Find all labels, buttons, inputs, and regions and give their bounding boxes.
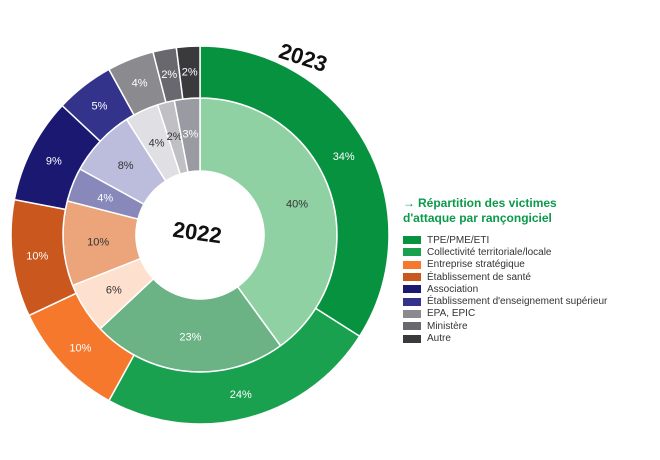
legend-item: Établissement de santé (403, 271, 653, 283)
legend-label: Collectivité territoriale/locale (427, 246, 552, 258)
slice-label-2023-8: 2% (161, 69, 177, 81)
slice-label-2023-7: 4% (132, 78, 148, 90)
slice-label-2022-6: 8% (118, 160, 134, 172)
slice-label-2023-5: 9% (46, 156, 62, 168)
legend-swatch (403, 260, 421, 269)
legend-label: Établissement de santé (427, 271, 531, 283)
legend-swatch (403, 248, 421, 257)
legend-item: EPA, EPIC (403, 308, 653, 320)
slice-label-2022-7: 4% (149, 138, 165, 150)
legend-title-line1: Répartition des victimes (418, 196, 557, 210)
slice-2023-1 (199, 45, 390, 338)
legend-title-line2: d'attaque par rançongiciel (403, 211, 552, 225)
slice-label-2023-9: 2% (182, 66, 198, 78)
legend-swatch (403, 285, 421, 294)
legend-item: Autre (403, 332, 653, 344)
legend-label: Ministère (427, 320, 468, 332)
year-label-inner: 2022 (171, 217, 223, 249)
legend-item: Ministère (403, 320, 653, 332)
slice-label-2022-4: 10% (87, 236, 109, 248)
legend-label: Autre (427, 333, 451, 345)
slice-label-2022-3: 6% (106, 285, 122, 297)
slice-label-2022-9: 3% (182, 128, 198, 140)
slice-label-2023-4: 10% (26, 251, 48, 263)
legend-item: Collectivité territoriale/locale (403, 246, 653, 258)
slice-label-2023-2: 24% (230, 389, 252, 401)
legend-swatch (403, 322, 421, 331)
legend-swatch (403, 273, 421, 282)
legend-items: TPE/PME/ETI Collectivité territoriale/loc… (403, 234, 653, 345)
legend-label: TPE/PME/ETI (427, 234, 490, 246)
legend-swatch (403, 297, 421, 306)
legend-swatch (403, 334, 421, 343)
slice-2023-9 (175, 45, 201, 100)
slice-label-2022-1: 40% (286, 198, 308, 210)
legend-item: Établissement d'enseignement supérieur (403, 295, 653, 307)
slice-label-2023-3: 10% (69, 342, 91, 354)
legend-label: Entreprise stratégique (427, 259, 525, 271)
slice-label-2022-5: 4% (97, 192, 113, 204)
nested-donut-chart: 40%23%6%10%4%8%4%2% 3%34%24%10%10%9%5%4%2… (10, 38, 390, 425)
legend-item: Association (403, 283, 653, 295)
legend: → Répartition des victimes d'attaque par … (403, 196, 653, 345)
legend-item: TPE/PME/ETI (403, 234, 653, 246)
legend-swatch (403, 309, 421, 318)
arrow-right-icon: → (403, 196, 415, 210)
legend-label: EPA, EPIC (427, 308, 476, 320)
legend-label: Association (427, 283, 479, 295)
legend-swatch (403, 236, 421, 245)
slice-label-2022-2: 23% (179, 332, 201, 344)
legend-item: Entreprise stratégique (403, 259, 653, 271)
slice-label-2023-1: 34% (333, 151, 355, 163)
slice-label-2022-8: 2% (167, 131, 183, 143)
legend-title: → Répartition des victimes d'attaque par … (403, 196, 653, 226)
legend-label: Établissement d'enseignement supérieur (427, 296, 608, 308)
slice-label-2023-6: 5% (92, 100, 108, 112)
